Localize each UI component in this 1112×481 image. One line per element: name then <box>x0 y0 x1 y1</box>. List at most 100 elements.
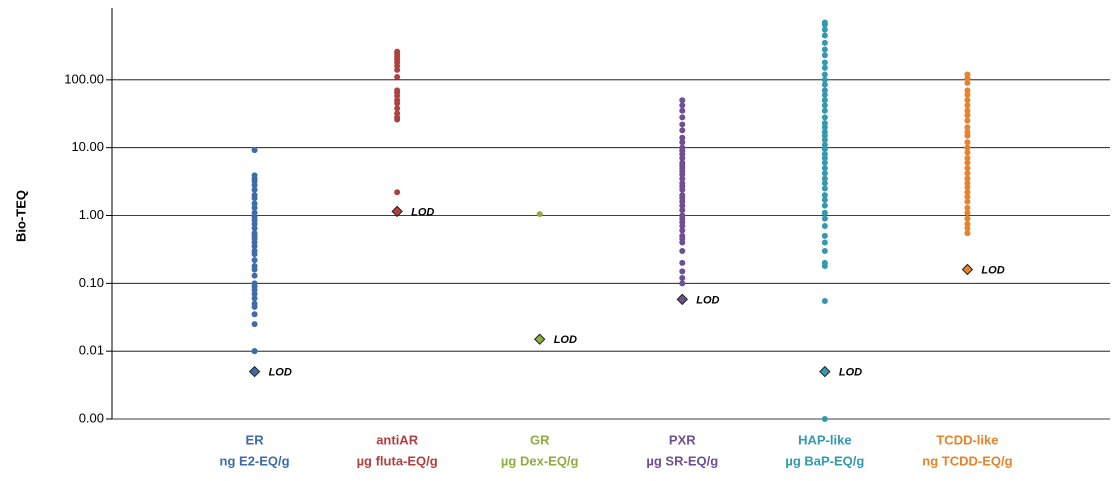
data-point <box>679 274 686 281</box>
data-point <box>964 170 971 177</box>
data-point <box>821 146 828 153</box>
data-point <box>251 311 258 318</box>
data-point <box>821 46 828 53</box>
data-point <box>251 321 258 328</box>
data-point <box>964 107 971 114</box>
data-point <box>251 209 258 216</box>
x-category-label: GR <box>530 432 550 447</box>
data-point <box>821 52 828 59</box>
y-axis-label: Bio-TEQ <box>13 190 28 242</box>
data-point <box>821 263 828 270</box>
data-point <box>821 416 828 422</box>
data-point <box>964 230 971 237</box>
data-point <box>679 227 686 234</box>
data-point <box>679 127 686 134</box>
lod-label: LOD <box>981 264 1004 276</box>
data-point <box>964 87 971 94</box>
data-point <box>679 207 686 214</box>
data-point <box>821 71 828 78</box>
data-point <box>821 155 828 162</box>
data-point <box>821 39 828 46</box>
data-point <box>821 165 828 172</box>
lod-label: LOD <box>696 294 719 306</box>
data-point <box>536 211 543 218</box>
data-point <box>821 196 828 203</box>
data-point <box>964 180 971 187</box>
data-point <box>821 76 828 83</box>
data-point <box>679 102 686 109</box>
data-point <box>964 79 971 86</box>
data-point <box>251 243 258 250</box>
y-tick-label: 10.00 <box>71 139 104 154</box>
data-point <box>821 114 828 121</box>
data-point <box>821 136 828 143</box>
data-point <box>821 64 828 71</box>
y-tick-label: 0.01 <box>79 343 104 358</box>
data-point <box>251 220 258 227</box>
data-point <box>394 105 401 112</box>
data-point <box>964 75 971 82</box>
data-point <box>679 268 686 275</box>
data-point <box>821 132 828 139</box>
data-point <box>821 21 828 28</box>
data-point <box>821 180 828 187</box>
lod-marker <box>534 333 546 345</box>
y-tick-label: 100.00 <box>64 71 104 86</box>
data-point <box>821 102 828 109</box>
data-point <box>964 159 971 166</box>
x-category-unit: µg fluta-EQ/g <box>357 453 438 468</box>
data-point <box>821 91 828 98</box>
y-tick-label: 0.00 <box>79 410 104 425</box>
data-point <box>964 209 971 216</box>
data-point <box>964 112 971 119</box>
data-point <box>394 189 401 196</box>
data-point <box>251 290 258 297</box>
x-category-label: antiAR <box>376 432 419 447</box>
data-point <box>251 147 258 154</box>
data-point <box>964 132 971 139</box>
data-point <box>679 280 686 287</box>
data-point <box>964 189 971 196</box>
data-point <box>251 272 258 279</box>
data-point <box>821 297 828 304</box>
lod-label: LOD <box>269 366 292 378</box>
lod-label: LOD <box>554 334 577 346</box>
data-point <box>964 117 971 124</box>
data-point <box>821 175 828 182</box>
lod-marker <box>248 365 261 378</box>
x-category-label: TCDD-like <box>936 432 998 447</box>
data-point <box>964 97 971 104</box>
data-point <box>679 139 686 146</box>
data-point <box>964 198 971 205</box>
data-point <box>679 114 686 121</box>
data-point <box>679 186 686 193</box>
data-point <box>964 204 971 211</box>
data-point <box>821 141 828 148</box>
data-point <box>821 124 828 131</box>
x-category-label: ER <box>246 432 265 447</box>
data-point <box>821 202 828 209</box>
x-category-unit: ng TCDD-EQ/g <box>922 453 1012 468</box>
x-category-unit: µg SR-EQ/g <box>646 453 718 468</box>
data-point <box>821 232 828 239</box>
lod-label: LOD <box>839 366 862 378</box>
data-point <box>679 107 686 114</box>
data-point <box>821 87 828 94</box>
data-point <box>821 223 828 230</box>
data-point <box>394 66 401 73</box>
data-point <box>679 175 686 182</box>
data-point <box>964 124 971 131</box>
data-point <box>964 193 971 200</box>
data-point <box>251 303 258 310</box>
data-point <box>394 116 401 123</box>
data-point <box>679 121 686 128</box>
data-point <box>394 100 401 107</box>
x-category-label: PXR <box>669 432 696 447</box>
data-point <box>679 239 686 246</box>
data-point <box>251 295 258 302</box>
x-category-label: HAP-like <box>798 432 851 447</box>
data-point <box>679 223 686 230</box>
data-point <box>964 175 971 182</box>
data-point <box>821 120 828 127</box>
